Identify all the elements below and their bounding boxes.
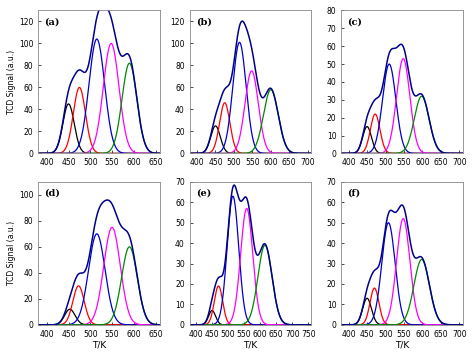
X-axis label: T/K: T/K <box>244 340 258 349</box>
Y-axis label: TCD Signal (a.u.): TCD Signal (a.u.) <box>7 50 16 114</box>
Text: (b): (b) <box>196 17 211 27</box>
Text: (f): (f) <box>347 189 360 198</box>
X-axis label: T/K: T/K <box>395 340 409 349</box>
Text: (e): (e) <box>196 189 211 198</box>
Text: (c): (c) <box>347 17 362 27</box>
Text: (d): (d) <box>44 189 60 198</box>
Y-axis label: TCD Signal (a.u.): TCD Signal (a.u.) <box>7 221 16 286</box>
Text: (a): (a) <box>44 17 60 27</box>
X-axis label: T/K: T/K <box>92 340 106 349</box>
